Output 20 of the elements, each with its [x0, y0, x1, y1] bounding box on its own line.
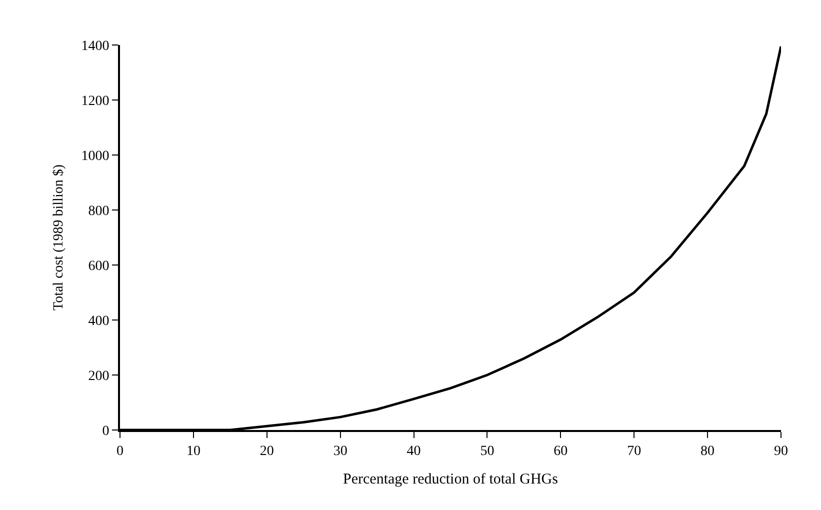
x-tick-label: 50 — [480, 444, 494, 459]
x-tick-label: 30 — [333, 444, 348, 459]
x-tick-label: 60 — [554, 444, 568, 459]
x-tick-label: 0 — [116, 444, 124, 459]
x-axis-title: Percentage reduction of total GHGs — [343, 471, 558, 488]
y-tick-label: 600 — [88, 258, 110, 274]
x-tick-label: 80 — [700, 444, 715, 459]
y-tick-label: 1000 — [81, 148, 110, 164]
x-tick-label: 70 — [627, 444, 642, 459]
x-tick-label: 40 — [406, 444, 421, 459]
x-tick-label: 10 — [186, 444, 200, 459]
y-tick-label: 200 — [88, 368, 110, 384]
y-axis-title: Total cost (1989 billion $) — [51, 164, 66, 311]
x-tick-label: 20 — [260, 444, 274, 459]
y-tick-label: 0 — [102, 424, 110, 439]
y-tick-label: 1200 — [81, 94, 110, 109]
y-tick-label: 1400 — [81, 38, 110, 54]
y-tick-label: 800 — [88, 204, 110, 219]
x-tick-label: 90 — [774, 444, 788, 459]
y-tick-label: 400 — [88, 314, 110, 329]
